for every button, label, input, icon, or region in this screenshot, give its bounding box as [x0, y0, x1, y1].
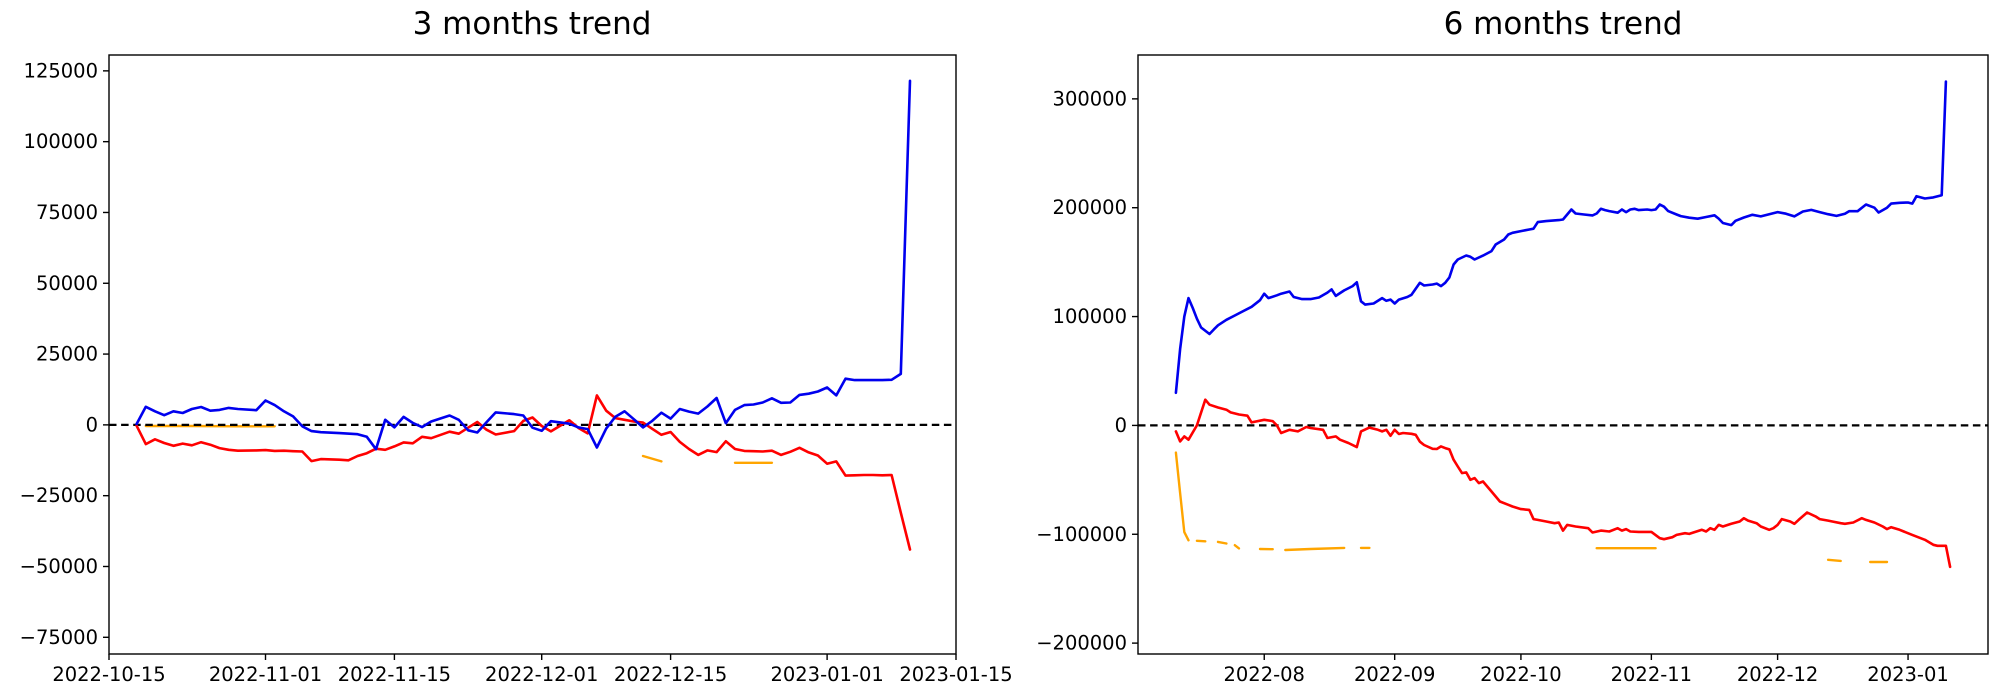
- x-tick-label: 2022-11: [1611, 663, 1692, 686]
- y-tick-label: 50000: [36, 272, 98, 295]
- red-series-line: [1174, 398, 1952, 569]
- x-tick-label: 2022-10-15: [52, 663, 165, 686]
- orange-series-line: [1195, 539, 1207, 543]
- orange-series-line: [1216, 540, 1228, 545]
- chart-title-3-months: 3 months trend: [412, 6, 652, 42]
- y-tick-label: −25000: [20, 484, 98, 507]
- y-tick-label: −100000: [1036, 523, 1127, 546]
- y-tick-label: 100000: [24, 130, 98, 153]
- x-tick-label: 2022-12: [1737, 663, 1818, 686]
- x-tick-label: 2022-10: [1480, 663, 1561, 686]
- orange-series-line: [1284, 546, 1346, 552]
- y-tick-label: 0: [1115, 414, 1127, 437]
- y-tick-label: −50000: [20, 555, 98, 578]
- y-tick-label: 100000: [1053, 305, 1127, 328]
- y-tick-label: −75000: [20, 626, 98, 649]
- x-tick-label: 2022-11-15: [338, 663, 451, 686]
- y-tick-label: 0: [86, 413, 98, 436]
- x-tick-label: 2023-01-01: [770, 663, 883, 686]
- plot-border: [1137, 54, 1989, 655]
- blue-series-line: [1174, 80, 1948, 395]
- y-tick-label: 200000: [1053, 196, 1127, 219]
- red-series-line: [135, 394, 912, 551]
- orange-series-line: [1174, 451, 1190, 542]
- x-tick-label: 2022-09: [1354, 663, 1435, 686]
- x-tick-label: 2022-11-01: [209, 663, 322, 686]
- orange-series-line: [641, 454, 663, 463]
- y-tick-label: 125000: [24, 59, 98, 82]
- orange-series-line: [1826, 558, 1842, 563]
- x-tick-label: 2022-12-01: [485, 663, 598, 686]
- y-tick-label: 75000: [36, 201, 98, 224]
- chart-title-6-months: 6 months trend: [1443, 6, 1683, 42]
- y-tick-label: −200000: [1036, 632, 1127, 655]
- orange-series-line: [1233, 544, 1241, 550]
- y-tick-label: 25000: [36, 343, 98, 366]
- x-tick-label: 2022-08: [1223, 663, 1304, 686]
- x-tick-label: 2023-01: [1867, 663, 1948, 686]
- x-tick-label: 2023-01-15: [899, 663, 1012, 686]
- y-tick-label: 300000: [1053, 87, 1127, 110]
- blue-series-line: [135, 79, 912, 451]
- x-tick-label: 2022-12-15: [614, 663, 727, 686]
